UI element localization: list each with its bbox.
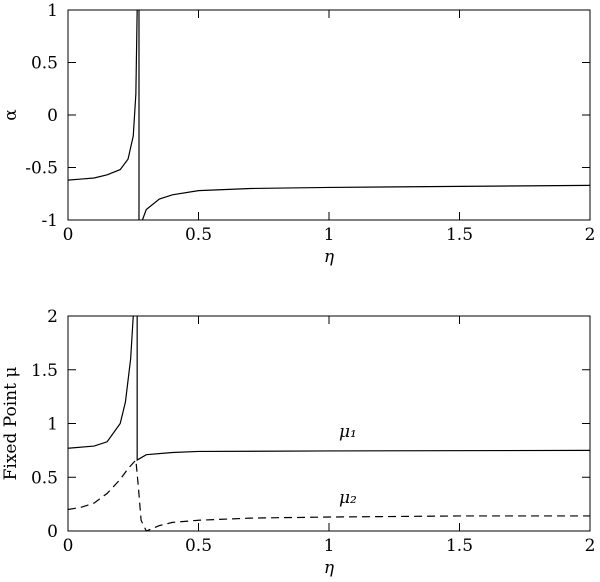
series-line [67,315,591,462]
y-tick-label: 1 [47,1,58,21]
y-tick-label: 1 [47,415,58,435]
x-tick-label: 0.5 [185,225,212,245]
x-tick-label: 0 [63,225,74,245]
x-tick-label: 0.5 [185,536,212,556]
y-axis-label: Fixed Point μ [1,367,21,481]
plot-frame [67,315,591,532]
x-axis-label: η [324,247,335,267]
y-tick-label: -0.5 [25,159,58,179]
y-axis-label: α [1,109,21,121]
y-tick-label: -1 [41,211,58,231]
x-axis-label: η [324,558,335,578]
series-line [67,458,590,532]
x-tick-label: 1 [324,536,335,556]
x-tick-label: 1.5 [446,225,473,245]
series-label: μ₁ [339,422,357,442]
x-tick-label: 2 [585,536,596,556]
y-tick-label: 0.5 [31,54,58,74]
x-tick-label: 2 [585,225,596,245]
series-line [67,9,591,221]
series-label: μ₂ [339,488,357,508]
plot-frame [67,9,591,221]
y-tick-label: 0 [47,106,58,126]
y-tick-label: 2 [47,307,58,327]
x-tick-label: 0 [63,536,74,556]
y-tick-label: 0.5 [31,468,58,488]
y-tick-label: 1.5 [31,361,58,381]
x-tick-label: 1.5 [446,536,473,556]
y-tick-label: 0 [47,522,58,542]
x-tick-label: 1 [324,225,335,245]
